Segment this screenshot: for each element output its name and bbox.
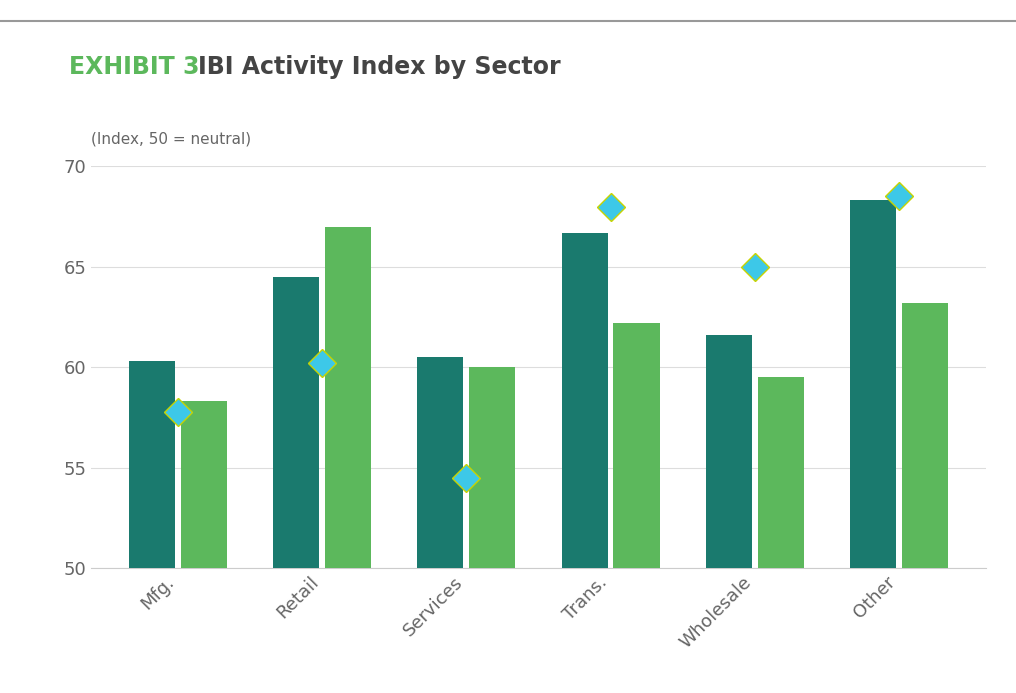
Bar bbox=[469, 367, 515, 693]
Bar bbox=[273, 277, 319, 693]
Bar bbox=[902, 303, 948, 693]
Text: IBI Activity Index by Sector: IBI Activity Index by Sector bbox=[198, 55, 561, 79]
Bar bbox=[325, 227, 371, 693]
Text: (Index, 50 = neutral): (Index, 50 = neutral) bbox=[91, 131, 252, 146]
Bar bbox=[181, 401, 227, 693]
Bar bbox=[562, 233, 608, 693]
Bar bbox=[706, 335, 752, 693]
Bar bbox=[129, 361, 175, 693]
Bar bbox=[614, 323, 659, 693]
Bar bbox=[850, 200, 896, 693]
Bar bbox=[758, 378, 804, 693]
Text: EXHIBIT 3: EXHIBIT 3 bbox=[69, 55, 199, 79]
Bar bbox=[418, 358, 463, 693]
